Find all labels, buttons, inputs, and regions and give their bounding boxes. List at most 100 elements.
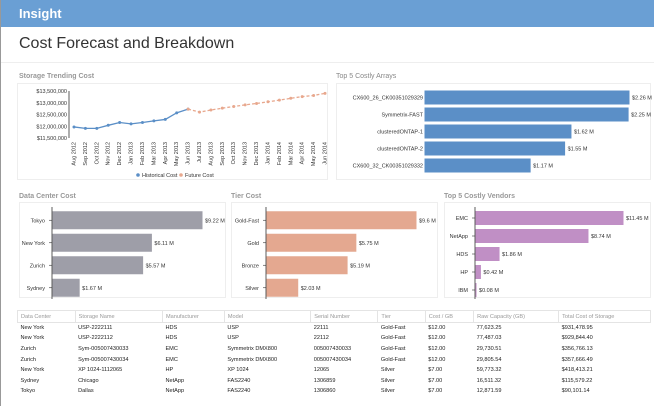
table-cell: 005007430033 (313, 345, 352, 352)
x-tick-label: Oct 2013 (231, 142, 237, 164)
legend-marker (136, 173, 140, 177)
table-cell: USP (227, 335, 239, 342)
category-label: NetApp (450, 234, 468, 240)
divider (1, 62, 654, 63)
table-cell: Sym-005007430034 (78, 356, 129, 363)
x-tick-label: Sep 2012 (83, 142, 89, 166)
category-label: Bronze (242, 263, 259, 269)
table-cell: 12065 (313, 367, 330, 374)
x-tick-label: Jun 2014 (323, 142, 329, 165)
table-row[interactable]: Zurich Sym-005007430033 EMC Symmetrix DMX80… (18, 344, 651, 355)
category-label: HDS (456, 252, 468, 258)
column-header[interactable]: Total Cost of Storage (558, 310, 651, 323)
table-row[interactable]: New York USP-2222112 HDS USP 22112 Gold-Fast $… (18, 333, 651, 344)
bar (266, 211, 417, 230)
table-cell: Gold-Fast (380, 345, 406, 352)
column-header[interactable]: Data Center (17, 310, 76, 323)
category-label: Gold (247, 241, 259, 247)
legend-label: Future Cost (185, 173, 214, 179)
arrays-title: Top 5 Costly Arrays (336, 73, 397, 80)
table-cell: New York (20, 325, 45, 332)
table-cell: USP (227, 325, 239, 332)
table-cell: New York (20, 367, 45, 374)
column-header[interactable]: Manufacturer (161, 310, 225, 323)
trend-chart: $11,500,000 $12,000,000 $12,500,000 $13,000… (17, 83, 329, 180)
data-point (255, 101, 259, 105)
table-cell: Symmetrix DMX800 (227, 345, 278, 352)
legend-label: Historical Cost (142, 173, 178, 179)
table-cell: Sydney (20, 377, 40, 384)
column-header[interactable]: Raw Capacity (GB) (473, 310, 560, 323)
data-point (209, 108, 213, 112)
data-point (163, 117, 167, 121)
y-tick-label: $12,500,000 (36, 113, 67, 119)
data-point (289, 96, 293, 100)
y-tick-label: $12,000,000 (36, 124, 67, 130)
x-tick-label: Jan 2013 (129, 142, 135, 165)
data-point (72, 125, 76, 129)
table-cell: Gold-Fast (380, 325, 406, 332)
table-cell: HDS (165, 325, 178, 332)
column-header[interactable]: Storage Name (74, 310, 163, 323)
data-point (312, 93, 316, 97)
table-cell: Silver (380, 367, 395, 374)
table-cell: 59,773.32 (476, 367, 502, 374)
page-title: Cost Forecast and Breakdown (19, 35, 235, 52)
arrays-chart: CX600_26_CK00351029329 $2.26 M Symmetrix-F… (336, 83, 652, 180)
column-header[interactable]: Cost / GB (424, 310, 475, 323)
table-row[interactable]: New York XP 1024-1112065 HP XP 1024 12065 Sil… (18, 365, 651, 376)
table-cell: FAS2240 (227, 388, 251, 395)
bar (266, 233, 357, 252)
x-tick-label: Aug 2013 (208, 142, 214, 166)
bar (52, 233, 152, 252)
table-cell: $12.00 (428, 345, 446, 352)
table-cell: USP-2222112 (78, 335, 113, 342)
column-header[interactable]: Serial Number (310, 310, 379, 323)
table-cell: $12.00 (428, 335, 446, 342)
table-cell: Silver (380, 388, 395, 395)
data-point (300, 95, 304, 99)
table-cell: 22111 (313, 325, 329, 332)
table-cell: Sym-005007430033 (78, 345, 129, 352)
table-cell: NetApp (165, 388, 185, 395)
y-tick-label: $13,500,000 (36, 89, 67, 95)
table-row[interactable]: Zurich Sym-005007430034 EMC Symmetrix DMX80… (18, 354, 651, 365)
tier-title: Tier Cost (231, 193, 262, 200)
table-row[interactable]: Tokyo Dallas NetApp FAS2240 1306860 Silver $7.… (18, 386, 651, 397)
bar (475, 247, 500, 261)
table-cell: Zurich (20, 345, 37, 352)
column-header[interactable]: Tier (377, 310, 426, 323)
bar (52, 278, 80, 297)
column-header[interactable]: Model (223, 310, 312, 323)
data-point (277, 98, 281, 102)
table-cell: Gold-Fast (380, 335, 406, 342)
table-cell: Symmetrix DMX800 (227, 356, 278, 363)
table-cell: Chicago (78, 377, 99, 384)
table-cell: $356,766.13 (561, 345, 593, 352)
datacenter-chart: Tokyo $9.22 M New York $6.11 M Zurich $5.57 M… (19, 202, 226, 299)
storage-table: Data Center Storage Name Manufacturer Model… (17, 310, 651, 397)
bar (475, 283, 477, 297)
value-label: $0.42 M (483, 270, 503, 276)
category-label: Gold-Fast (235, 218, 260, 224)
data-point (140, 120, 144, 124)
table-cell: EMC (165, 345, 178, 352)
table-cell: EMC (165, 356, 178, 363)
category-label: IBM (458, 288, 468, 294)
table-row[interactable]: Sydney Chicago NetApp FAS2240 1306859 Silver $… (18, 375, 651, 386)
value-label: $11.45 M (626, 216, 649, 222)
table-cell: $7.00 (428, 367, 443, 374)
table-cell: $90,101.14 (561, 388, 590, 395)
table-cell: 29,730.51 (476, 345, 502, 352)
data-point (118, 120, 122, 124)
table-cell: NetApp (165, 377, 185, 384)
data-point (243, 103, 247, 107)
table-row[interactable]: New York USP-2222111 HDS USP 22111 Gold-Fast $… (18, 323, 651, 334)
table-cell: $115,579.22 (561, 377, 593, 384)
table-cell: Tokyo (20, 388, 36, 395)
table-cell: 29,805.54 (476, 356, 502, 363)
category-label: EMC (456, 216, 468, 222)
table-cell: Dallas (78, 388, 94, 395)
tier-chart: Gold-Fast $9.6 M Gold $5.75 M Bronze $5.19 M S… (231, 202, 438, 299)
value-label: $8.74 M (591, 234, 611, 240)
